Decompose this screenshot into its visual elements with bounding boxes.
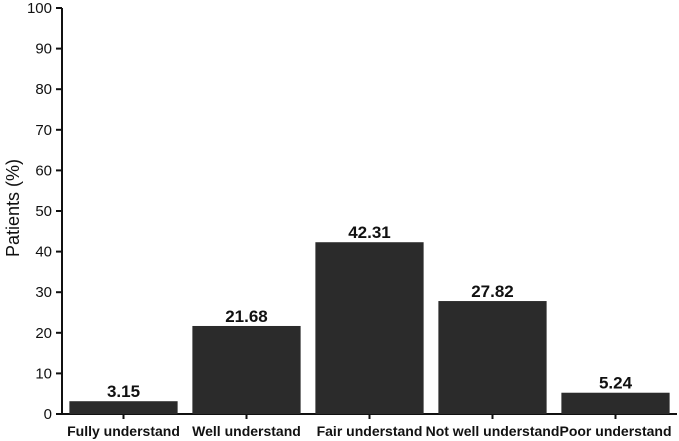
bars bbox=[69, 242, 670, 414]
x-tick-label: Fair understand bbox=[317, 423, 423, 439]
y-tick-label: 50 bbox=[35, 203, 52, 220]
y-tick-label: 90 bbox=[35, 41, 52, 58]
data-label: 27.82 bbox=[471, 282, 514, 301]
y-tick-label: 30 bbox=[35, 284, 52, 301]
y-tick-label: 100 bbox=[27, 0, 52, 17]
y-tick-label: 0 bbox=[44, 406, 52, 423]
bar bbox=[438, 301, 547, 414]
y-tick-label: 70 bbox=[35, 122, 52, 139]
data-label: 21.68 bbox=[225, 307, 268, 326]
x-tick-label: Not well understand bbox=[426, 423, 560, 439]
x-tick-label: Poor understand bbox=[559, 423, 671, 439]
data-label: 3.15 bbox=[107, 382, 140, 401]
data-label: 5.24 bbox=[599, 374, 633, 393]
y-tick-label: 60 bbox=[35, 162, 52, 179]
x-tick-label: Well understand bbox=[192, 423, 301, 439]
y-tick-label: 10 bbox=[35, 365, 52, 382]
bar bbox=[561, 392, 670, 414]
x-tick-label: Fully understand bbox=[67, 423, 180, 439]
bar bbox=[315, 242, 424, 414]
y-tick-label: 80 bbox=[35, 81, 52, 98]
y-tick-label: 40 bbox=[35, 244, 52, 261]
y-axis-title: Patients (%) bbox=[3, 159, 23, 257]
bar bbox=[69, 401, 178, 414]
labels: 3.15 Fully understand 21.68 Well understand… bbox=[67, 223, 671, 439]
bar bbox=[192, 325, 301, 414]
y-tick-label: 20 bbox=[35, 325, 52, 342]
y-axis-title-group: Patients (%) bbox=[3, 159, 23, 257]
data-label: 42.31 bbox=[348, 223, 391, 242]
